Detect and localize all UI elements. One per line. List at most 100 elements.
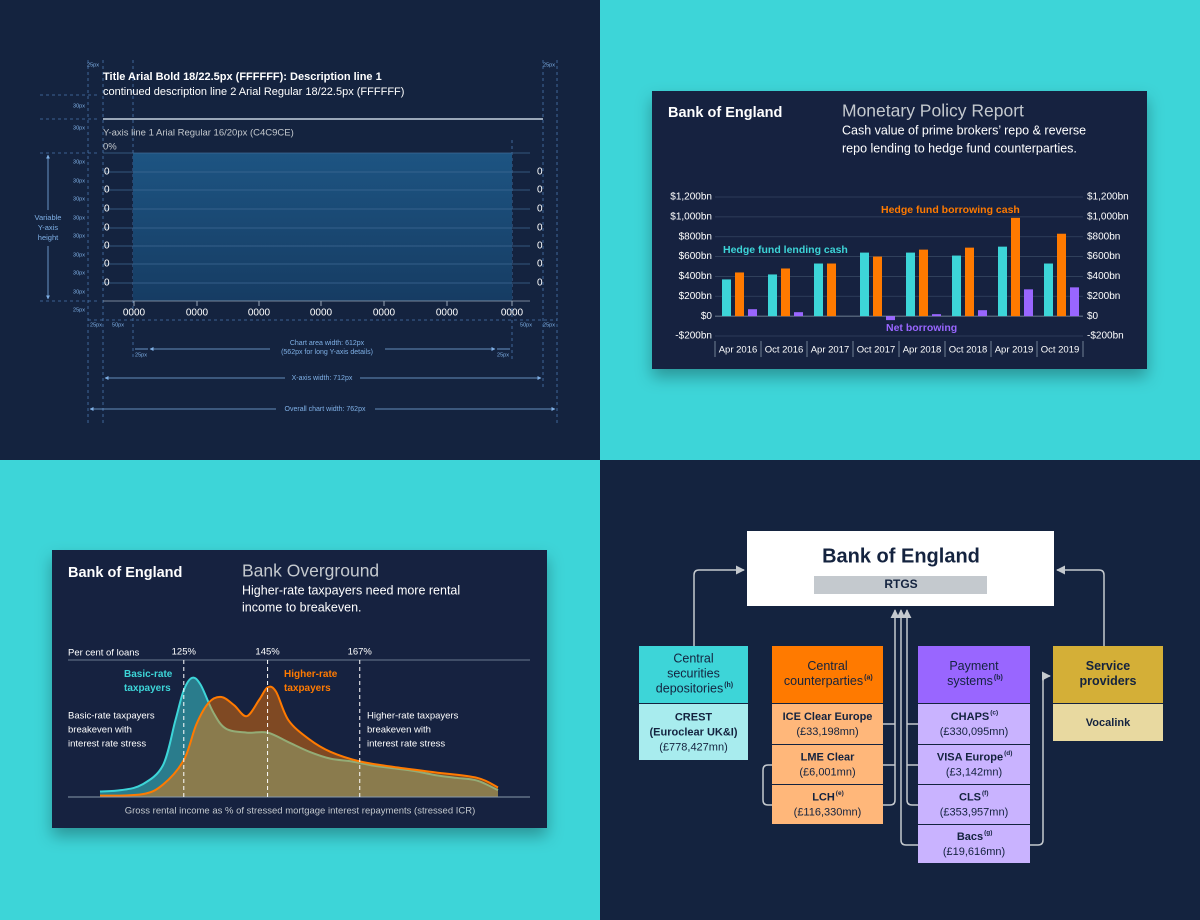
x-tick-label: Apr 2016	[719, 345, 758, 356]
y2-tick-label: -$200bn	[1087, 331, 1124, 342]
spec-y-tick: 0	[537, 185, 543, 196]
spec-spacing: 30px	[73, 178, 85, 184]
y-tick-label: $0	[701, 311, 713, 322]
brand: Bank of England	[68, 565, 182, 581]
spec-y-tick: 0	[104, 259, 110, 270]
item-value: (£778,427mn)	[659, 741, 728, 753]
spec-spacing: 25px	[543, 322, 555, 328]
spec-spacing: 30px	[73, 215, 85, 221]
spec-dimension: (562px for long Y-axis details)	[281, 349, 373, 356]
bar	[814, 263, 823, 317]
spec-title: Title Arial Bold 18/22.5px (FFFFFF): Des…	[103, 71, 382, 83]
footnote-mark: (c)	[990, 710, 998, 717]
bar	[781, 268, 790, 317]
chart-subtitle: repo lending to hedge fund counterpartie…	[842, 141, 1077, 155]
column-header-text: providers	[1080, 674, 1137, 688]
spec-y-tick: 0	[104, 167, 110, 178]
item-box	[772, 785, 883, 824]
spec-y-tick: 0	[104, 204, 110, 215]
series-label: Hedge fund lending cash	[723, 244, 848, 256]
spec-spacing: 30px	[73, 233, 85, 239]
bar	[827, 263, 836, 317]
item-value: (£33,198mn)	[796, 726, 858, 738]
spec-y-tick: 0	[537, 204, 543, 215]
diagram-connectors	[693, 565, 1105, 846]
y2-tick-label: $1,000bn	[1087, 211, 1129, 222]
spec-spacing: 25px	[135, 352, 147, 358]
bar	[1070, 287, 1079, 317]
diagram-title: Bank of England	[822, 545, 980, 567]
spec-y-tick: 0	[537, 278, 543, 289]
item-name: ICE Clear Europe	[783, 711, 873, 723]
annotation: breakeven with	[367, 725, 431, 736]
spec-side-note: Variable	[35, 213, 62, 222]
spec-spacing: 25px	[497, 352, 509, 358]
spec-side-note: Y-axis	[38, 223, 58, 232]
spec-spacing: 50px	[520, 322, 532, 328]
bar	[978, 310, 987, 317]
y-tick-label: -$200bn	[675, 331, 712, 342]
spec-y-tick: 0	[537, 223, 543, 234]
item-name: Bacs	[957, 831, 983, 843]
column-header	[1053, 646, 1163, 703]
threshold-label: 167%	[348, 647, 373, 658]
chart-subtitle: Higher-rate taxpayers need more rental	[242, 583, 460, 597]
column-header-text: counterparties	[784, 674, 863, 688]
bar-card	[652, 91, 1147, 369]
bar	[722, 279, 731, 317]
footnote-mark: (g)	[984, 830, 992, 837]
chart-subtitle: Cash value of prime brokers’ repo & reve…	[842, 123, 1086, 137]
series-label: Basic-rate taxpayers	[124, 669, 175, 694]
footnote-mark: (b)	[994, 674, 1003, 681]
y2-tick-label: $1,200bn	[1087, 192, 1129, 203]
spec-dimensions	[46, 154, 556, 411]
spec-y-tick: 0	[537, 241, 543, 252]
item-box	[918, 785, 1030, 824]
item-box	[639, 704, 748, 760]
spec-dimension: Chart area width: 612px	[290, 340, 365, 347]
column-header	[918, 646, 1030, 703]
column-header-text: Central	[807, 659, 847, 673]
item-value: (£353,957mn)	[940, 806, 1009, 818]
annotation: Basic-rate taxpayers	[68, 711, 155, 722]
bar	[768, 274, 777, 317]
bar	[735, 272, 744, 317]
spec-y-tick: 0	[537, 167, 543, 178]
x-tick-label: Oct 2016	[765, 345, 804, 356]
item-name: (Euroclear UK&I)	[649, 726, 737, 738]
column-header	[772, 646, 883, 703]
item-name: Vocalink	[1086, 717, 1131, 729]
y-axis-label: Per cent of loans	[68, 648, 140, 659]
x-axis-label: Gross rental income as % of stressed mor…	[125, 806, 476, 817]
footnote-mark: (h)	[724, 682, 733, 689]
spec-spacing: 25px	[87, 62, 99, 68]
spec-spacing: 30px	[73, 252, 85, 258]
spec-spacing: 30px	[73, 125, 85, 131]
y-tick-label: $400bn	[679, 271, 712, 282]
item-name: LCH	[812, 791, 835, 803]
item-name: CHAPS	[951, 711, 990, 723]
spec-y-tick: 0	[537, 259, 543, 270]
y-tick-label: $1,000bn	[670, 211, 712, 222]
footnote-mark: (f)	[982, 790, 989, 797]
spec-spacing: 25px	[73, 307, 85, 313]
area	[100, 677, 498, 797]
bar	[873, 256, 882, 317]
spec-dimension: Overall chart width: 762px	[285, 406, 366, 413]
annotation: breakeven with	[68, 725, 132, 736]
bar	[906, 252, 915, 317]
spec-y-tick: 0	[104, 278, 110, 289]
bar	[748, 309, 757, 317]
series-label: Higher-rate taxpayers	[284, 669, 340, 694]
y2-tick-label: $200bn	[1087, 291, 1120, 302]
spec-y-tick: 0	[104, 223, 110, 234]
column-header-text: systems	[947, 674, 993, 688]
bar	[794, 312, 803, 317]
y2-tick-label: $0	[1087, 311, 1099, 322]
spec-x-tick-label: 0000	[248, 308, 271, 319]
spec-y-unit: 0%	[103, 142, 117, 153]
y2-tick-label: $400bn	[1087, 271, 1120, 282]
x-tick-label: Oct 2018	[949, 345, 988, 356]
annotation: Higher-rate taxpayers	[367, 711, 459, 722]
